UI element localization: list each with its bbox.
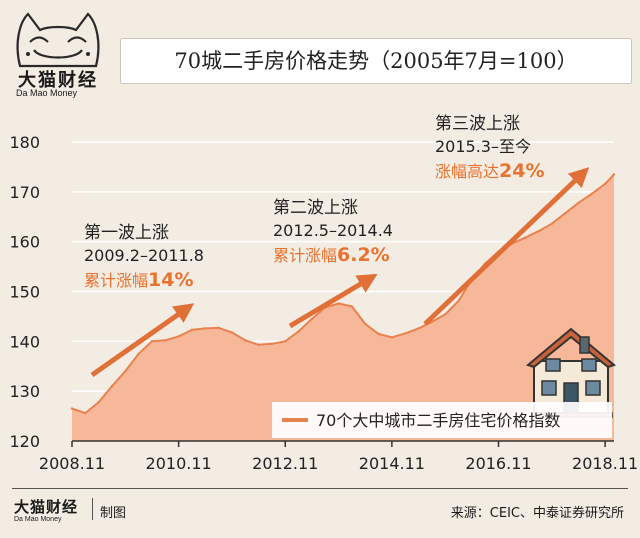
data-point (244, 339, 247, 342)
data-point (590, 192, 593, 196)
trend-arrow (423, 167, 590, 326)
trend-arrow (90, 303, 195, 378)
data-point (417, 327, 420, 330)
data-point (563, 212, 567, 215)
annotations: 第一波上涨 2009.2–2011.8 累计涨幅14% 第二波上涨 2012.5–201… (84, 114, 590, 378)
data-point (550, 222, 554, 225)
data-point (310, 317, 314, 321)
y-tick-label: 140 (9, 332, 40, 351)
data-point (97, 400, 100, 404)
series-line (71, 173, 615, 415)
data-point (164, 339, 167, 342)
x-tick-label: 2016.11 (465, 454, 531, 473)
annotation-period: 2012.5–2014.4 (273, 221, 393, 240)
footer-brand-en: Da Mao Money (14, 516, 62, 523)
y-tick-label: 150 (9, 283, 40, 302)
annotation-title: 第二波上涨 (273, 198, 358, 218)
price-chart: 120 130 140 150 160 170 180 2008.11 2010.11 2012.… (9, 114, 638, 473)
y-tick-label: 130 (9, 382, 40, 401)
annotation-title: 第三波上涨 (435, 114, 520, 134)
legend: 70个大中城市二手房住宅价格指数 (272, 402, 612, 438)
footer-divider (12, 488, 628, 489)
trend-arrow (288, 273, 378, 329)
x-tick-label: 2010.11 (146, 454, 212, 473)
data-point (577, 201, 580, 204)
data-point (190, 328, 194, 332)
data-point (403, 332, 407, 335)
data-point (257, 343, 260, 347)
cat-logo-icon (16, 12, 100, 68)
data-point (612, 173, 616, 176)
annotation-period: 2015.3–至今 (435, 137, 531, 156)
data-point (390, 336, 394, 339)
data-point (297, 330, 300, 333)
area-layer (70, 173, 616, 441)
y-tick-label: 120 (9, 432, 40, 451)
data-point (443, 313, 447, 316)
data-point (177, 335, 180, 338)
data-point (124, 370, 127, 373)
brand-name-en: Da Mao Money (16, 88, 78, 98)
brand-name: 大猫财经 (18, 70, 98, 91)
axes: 120 130 140 150 160 170 180 2008.11 2010.11 2012.… (9, 133, 638, 473)
x-tick-label: 2012.11 (252, 454, 318, 473)
footer-brand: 大猫财经 (14, 498, 79, 516)
header: 大猫财经 Da Mao Money 70城二手房价格走势（2005年7月=100… (0, 0, 640, 112)
footer: 大猫财经 Da Mao Money 制图 来源：CEIC、中泰证券研究所 (0, 488, 640, 538)
data-point (537, 230, 540, 233)
data-point (284, 340, 287, 343)
y-tick-label: 180 (9, 133, 40, 152)
data-point (377, 332, 380, 336)
made-by: 制图 (100, 506, 127, 521)
data-point (84, 411, 87, 415)
data-point (230, 331, 234, 334)
x-tick-label: 2014.11 (359, 454, 425, 473)
data-point (204, 327, 207, 330)
data-point (603, 182, 607, 186)
annotation-change: 涨幅高达24% (435, 160, 545, 182)
annotation-period: 2009.2–2011.8 (84, 246, 204, 265)
data-point (217, 326, 220, 330)
x-tick-label: 2008.11 (39, 454, 105, 473)
data-point (270, 342, 274, 346)
source-note: 来源：CEIC、中泰证券研究所 (450, 506, 624, 521)
y-tick-label: 160 (9, 233, 40, 252)
y-tick-label: 170 (9, 183, 40, 202)
x-tick-label: 2018.11 (572, 454, 638, 473)
data-point (110, 384, 114, 388)
data-point (150, 340, 154, 343)
series-area (72, 174, 614, 441)
footer-separator (92, 498, 93, 520)
data-point (457, 299, 460, 303)
data-point (337, 302, 340, 305)
chart-title: 70城二手房价格走势（2005年7月=100） (120, 38, 632, 84)
annotation-change: 累计涨幅14% (84, 269, 194, 291)
annotation-title: 第一波上涨 (84, 223, 169, 243)
annotation-change: 累计涨幅6.2% (273, 244, 390, 266)
data-point (523, 236, 527, 239)
legend-label: 70个大中城市二手房住宅价格指数 (316, 411, 560, 430)
data-point (137, 352, 140, 355)
data-point (350, 305, 354, 308)
data-point (364, 322, 367, 326)
data-point (70, 407, 74, 410)
